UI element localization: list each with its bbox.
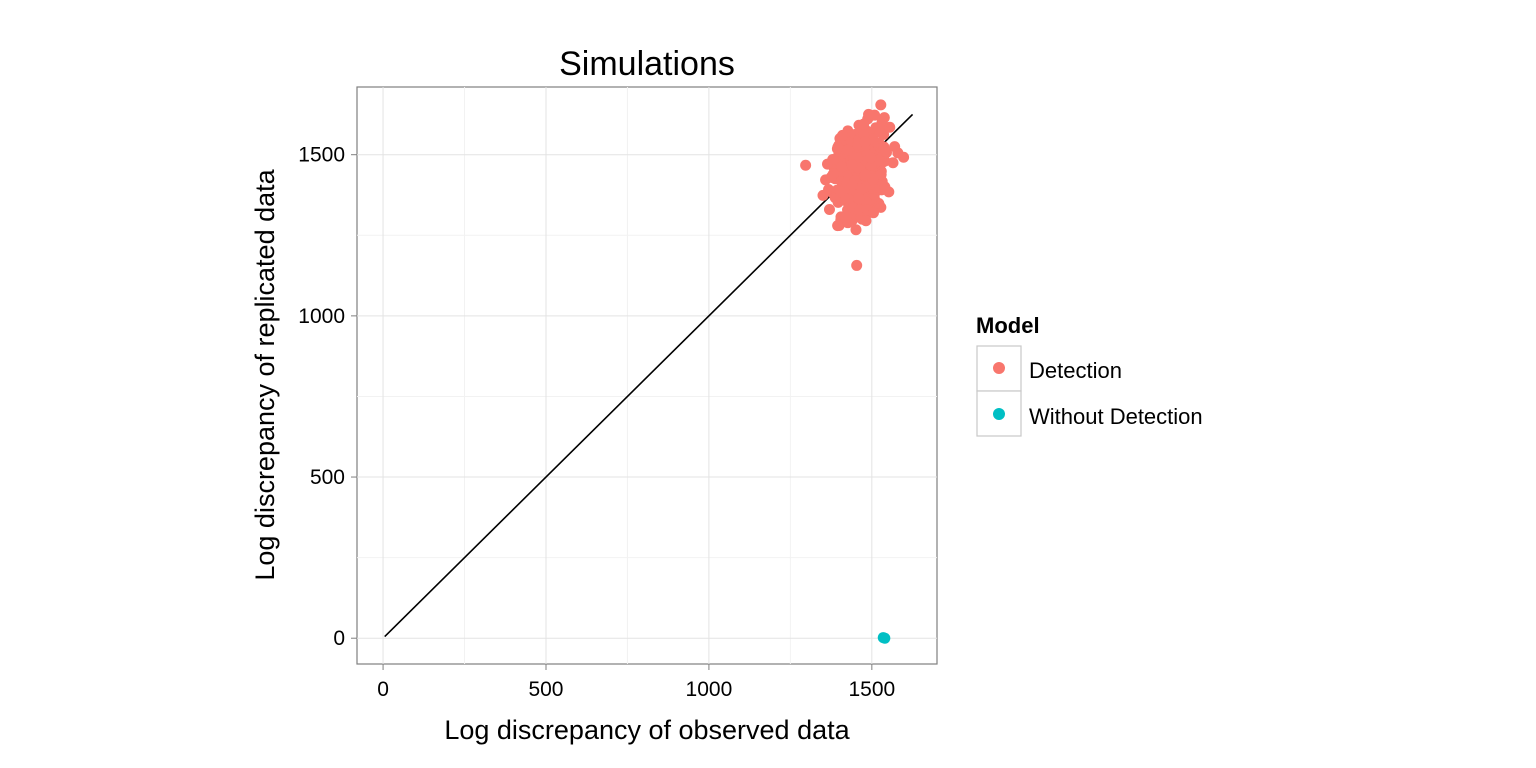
x-axis-title: Log discrepancy of observed data (444, 715, 850, 745)
y-axis-ticks: 0 500 1000 1500 (298, 144, 357, 650)
detection-point (875, 99, 887, 111)
legend-label-detection: Detection (1029, 358, 1122, 383)
reference-line (384, 113, 914, 638)
chart-title: Simulations (559, 45, 735, 83)
x-tick-label: 0 (377, 678, 389, 701)
detection-point (834, 186, 846, 198)
detection-point (880, 145, 892, 157)
detection-point (865, 152, 877, 164)
detection-point (863, 108, 875, 120)
y-tick-label: 1000 (298, 305, 345, 328)
without-detection-point (879, 632, 891, 644)
detection-point (879, 181, 891, 193)
legend-label-without-detection: Without Detection (1029, 404, 1203, 429)
detection-point (840, 212, 852, 224)
detection-point (846, 159, 858, 171)
reference-line-group (384, 113, 914, 638)
detection-point (860, 215, 872, 227)
y-tick-label: 0 (333, 627, 345, 650)
detection-point (875, 169, 887, 181)
detection-point (823, 203, 835, 215)
detection-point (832, 141, 844, 153)
legend-title: Model (976, 313, 1040, 338)
detection-point (867, 207, 879, 219)
legend-key-detection (993, 362, 1005, 374)
detection-point (837, 129, 849, 141)
detection-point (827, 154, 839, 166)
data-points (800, 99, 910, 644)
detection-point (825, 171, 837, 183)
detection-point (817, 189, 829, 201)
y-tick-label: 1500 (298, 144, 345, 167)
detection-point (851, 259, 863, 271)
x-tick-label: 500 (528, 678, 563, 701)
detection-point (850, 224, 862, 236)
detection-point (858, 118, 870, 130)
detection-point (887, 157, 899, 169)
detection-point (873, 154, 885, 166)
y-tick-label: 500 (310, 466, 345, 489)
detection-point (832, 220, 844, 232)
x-tick-label: 1500 (848, 678, 895, 701)
y-axis-title: Log discrepancy of replicated data (250, 168, 280, 580)
legend-key-without-detection (993, 408, 1005, 420)
detection-point (856, 183, 868, 195)
x-tick-label: 1000 (686, 678, 733, 701)
detection-point (874, 127, 886, 139)
detection-point (800, 159, 812, 171)
detection-point (859, 136, 871, 148)
detection-point (884, 121, 896, 133)
x-axis-ticks: 0 500 1000 1500 (377, 664, 895, 701)
detection-point (842, 144, 854, 156)
detection-point (859, 169, 871, 181)
legend: Model Detection Without Detection (976, 313, 1203, 437)
detection-point (853, 192, 865, 204)
detection-point (836, 161, 848, 173)
detection-point (889, 141, 901, 153)
detection-point (846, 179, 858, 191)
